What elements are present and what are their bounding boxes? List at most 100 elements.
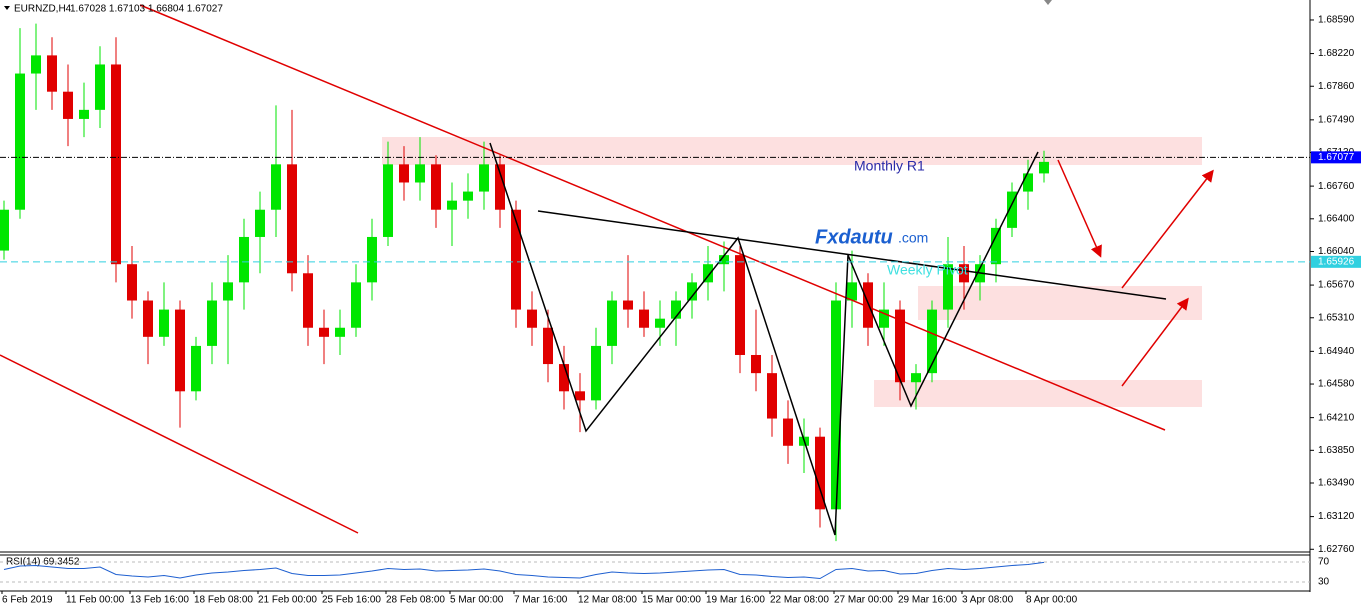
candle-body: [351, 282, 361, 328]
y-tick-label: 1.66040: [1318, 246, 1355, 257]
arrow: [1121, 297, 1189, 387]
candle-body: [527, 309, 537, 328]
candle-body: [63, 91, 73, 119]
candle-body: [879, 309, 889, 328]
candle-body: [687, 282, 697, 301]
candle-body: [399, 164, 409, 183]
candle-body: [911, 373, 921, 383]
candle-body: [319, 327, 329, 337]
x-tick-label: 8 Apr 00:00: [1026, 595, 1078, 605]
y-tick-label: 1.65310: [1318, 312, 1355, 323]
candle-body: [751, 354, 761, 374]
x-tick-label: 19 Mar 16:00: [706, 595, 765, 605]
candle-body: [95, 64, 105, 110]
rsi-level-label: 30: [1318, 577, 1330, 588]
rsi-line: [3, 561, 1045, 580]
candle-body: [543, 327, 553, 365]
candle-body: [143, 300, 153, 337]
candle-body: [639, 309, 649, 328]
candle-body: [31, 55, 41, 74]
candle-body: [959, 264, 969, 283]
y-tick-label: 1.66400: [1318, 213, 1355, 224]
y-tick-label: 1.63490: [1318, 478, 1355, 489]
y-tick-label: 1.65670: [1318, 280, 1355, 291]
weekly-label: Weekly Pivot: [887, 262, 968, 278]
price-label-bg: [1311, 151, 1361, 164]
candle-body: [447, 200, 457, 210]
y-tick-label: 1.64210: [1318, 412, 1355, 423]
candle-body: [111, 64, 121, 265]
x-tick-label: 25 Feb 16:00: [322, 595, 381, 605]
candle-body: [479, 164, 489, 192]
candle-body: [783, 418, 793, 446]
candle-body: [415, 164, 425, 183]
candle-body: [0, 209, 9, 251]
y-tick-label: 1.63850: [1318, 445, 1355, 456]
x-tick-label: 22 Mar 08:00: [770, 595, 829, 605]
candle-body: [383, 164, 393, 237]
candles: [0, 23, 1049, 542]
candle-body: [191, 345, 201, 392]
x-tick-label: 12 Mar 08:00: [578, 595, 637, 605]
x-tick-label: 13 Feb 16:00: [130, 595, 189, 605]
candle-body: [207, 300, 217, 346]
symbol-icon: [4, 6, 10, 10]
shift-marker: [1044, 0, 1052, 5]
candle-body: [559, 364, 569, 392]
x-tick-label: 3 Apr 08:00: [962, 595, 1014, 605]
arrow: [1121, 169, 1214, 289]
candle-body: [47, 55, 57, 92]
monthly-label: Monthly R1: [854, 158, 925, 174]
x-tick-label: 7 Mar 16:00: [514, 595, 568, 605]
y-tick-label: 1.64580: [1318, 379, 1355, 390]
candle-body: [943, 264, 953, 310]
candle-body: [431, 164, 441, 210]
candle-body: [735, 255, 745, 355]
price-label-bg: [1311, 255, 1361, 268]
candle-body: [79, 109, 89, 119]
brand-domain: .com: [898, 230, 928, 246]
candle-body: [495, 164, 505, 210]
support-zone: [918, 286, 1202, 320]
candle-body: [1039, 161, 1049, 174]
support-zone: [874, 380, 1202, 407]
candle-body: [15, 73, 25, 210]
candle-body: [591, 345, 601, 401]
price-label: 1.65926: [1318, 256, 1355, 267]
x-tick-label: 5 Mar 00:00: [450, 595, 504, 605]
candle-body: [287, 164, 297, 274]
trendline: [139, 4, 1166, 431]
candle-body: [991, 227, 1001, 265]
x-tick-label: 15 Mar 00:00: [642, 595, 701, 605]
candle-body: [863, 282, 873, 328]
candle-body: [927, 309, 937, 374]
candle-body: [367, 236, 377, 283]
x-tick-label: 11 Feb 00:00: [66, 595, 125, 605]
candle-body: [623, 300, 633, 310]
y-tick-label: 1.62760: [1318, 544, 1355, 555]
y-tick-label: 1.66760: [1318, 181, 1355, 192]
candle-body: [335, 327, 345, 337]
chart-title: EURNZD,H4: [14, 4, 72, 15]
candle-body: [511, 209, 521, 310]
x-tick-label: 6 Feb 2019: [2, 595, 53, 605]
candle-body: [847, 282, 857, 301]
candle-body: [175, 309, 185, 392]
candle-body: [127, 264, 137, 301]
candle-body: [239, 236, 249, 283]
y-tick-label: 1.67490: [1318, 114, 1355, 125]
y-tick-label: 1.68590: [1318, 15, 1355, 26]
y-tick-label: 1.67860: [1318, 81, 1355, 92]
x-tick-label: 27 Mar 00:00: [834, 595, 893, 605]
trendline: [0, 354, 359, 534]
x-tick-label: 28 Feb 08:00: [386, 595, 445, 605]
ohlc-header: 1.67028 1.67103 1.66804 1.67027: [70, 4, 223, 15]
x-tick-label: 21 Feb 00:00: [258, 595, 317, 605]
zigzag: [489, 142, 1039, 536]
candle-body: [831, 300, 841, 510]
x-tick-label: 18 Feb 08:00: [194, 595, 253, 605]
candle-body: [655, 318, 665, 328]
candle-body: [255, 209, 265, 237]
rsi-level-label: 70: [1318, 557, 1330, 568]
